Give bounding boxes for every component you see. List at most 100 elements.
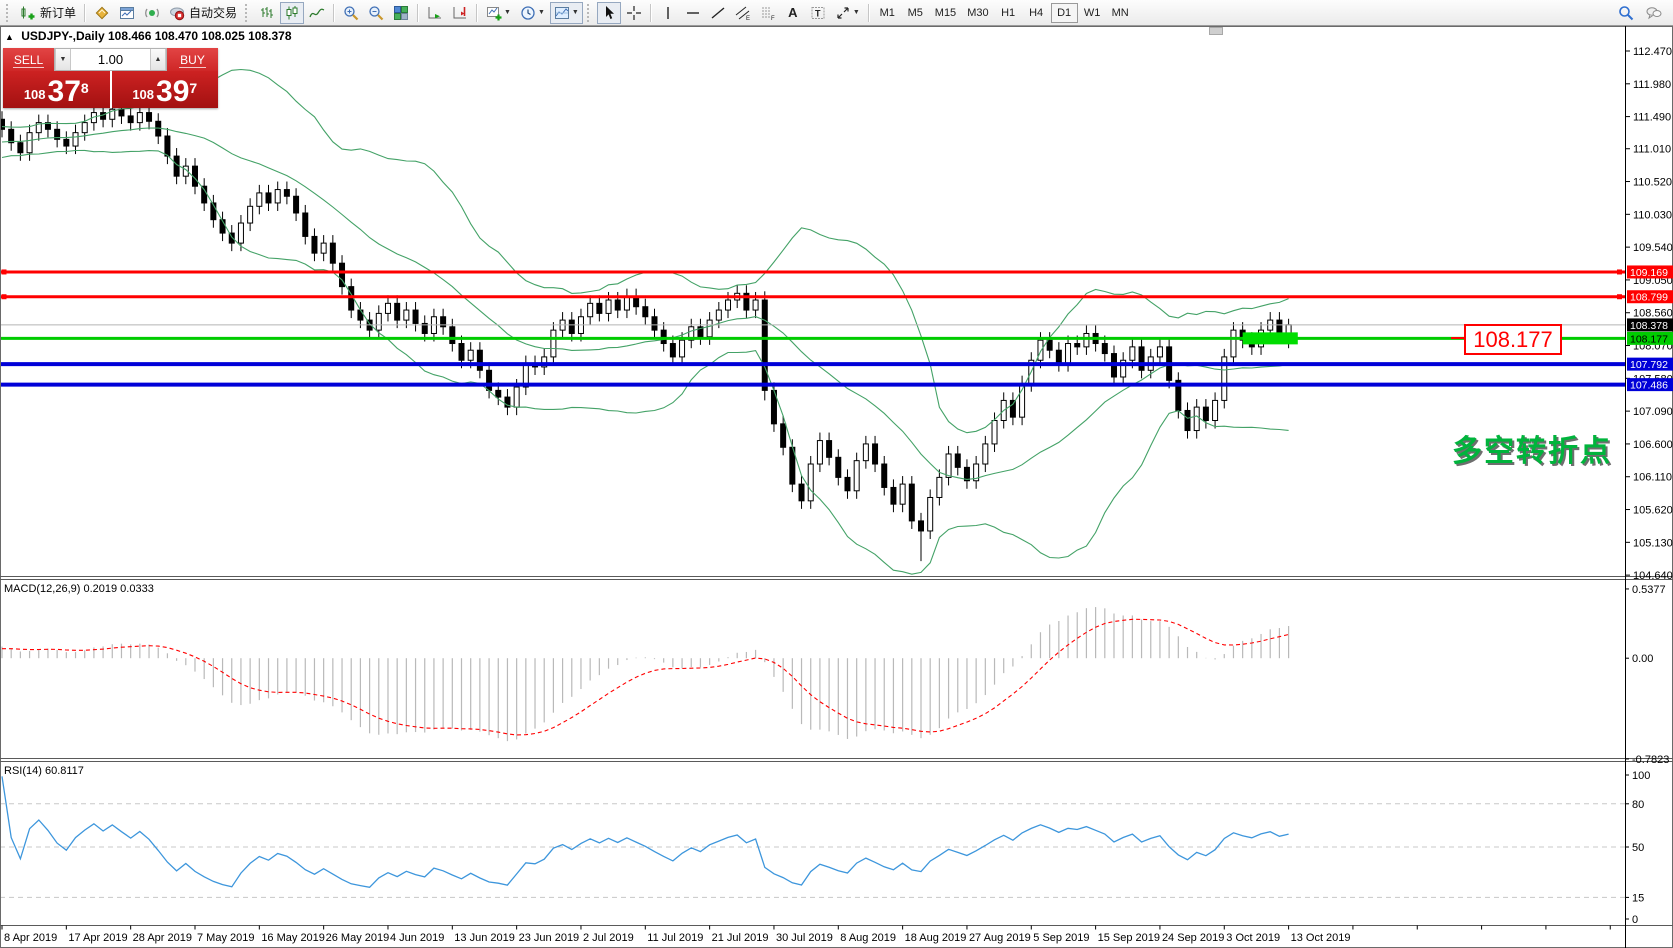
date-axis[interactable]: 8 Apr 2019 17 Apr 2019 28 Apr 2019 7 May 20… [1, 925, 1611, 945]
price-tag-107.792 [1627, 357, 1673, 371]
highlight-box[interactable] [1242, 332, 1298, 345]
svg-text:30 Jul 2019: 30 Jul 2019 [776, 932, 833, 944]
auto-scroll-button[interactable] [423, 2, 447, 24]
line-chart-button[interactable] [305, 2, 329, 24]
buy-price[interactable]: 108 39 7 [111, 71, 218, 108]
sell-price-sup: 8 [80, 80, 89, 96]
template-button[interactable]: ▼ [549, 1, 583, 24]
toolbar-grip[interactable] [586, 3, 593, 22]
svg-text:T: T [815, 8, 821, 18]
svg-text:8 Apr 2019: 8 Apr 2019 [4, 932, 57, 944]
volume-decrease-button[interactable]: ▼ [55, 49, 71, 70]
svg-text:13 Jun 2019: 13 Jun 2019 [454, 932, 515, 944]
svg-text:24 Sep 2019: 24 Sep 2019 [1162, 932, 1224, 944]
zoom-in-button[interactable] [339, 2, 363, 24]
price-tag-108.378 [1627, 318, 1673, 332]
timeframe-m30-button[interactable]: M30 [962, 3, 993, 23]
new-order-button[interactable]: 新订单 [16, 2, 80, 24]
timeframe-m5-button[interactable]: M5 [902, 3, 929, 23]
bar-chart-button[interactable] [255, 2, 279, 24]
gold-book-icon [95, 6, 109, 19]
price-label-anchor-dash [1451, 337, 1464, 339]
chart-ohlc-values: 108.466 108.470 108.025 108.378 [107, 29, 292, 43]
svg-text:112.470: 112.470 [1633, 46, 1672, 58]
svg-text:23 Jun 2019: 23 Jun 2019 [519, 932, 580, 944]
horizontal-line-button[interactable] [681, 2, 705, 24]
svg-text:5 Sep 2019: 5 Sep 2019 [1033, 932, 1089, 944]
svg-text:111.490: 111.490 [1633, 112, 1671, 124]
svg-text:108.799: 108.799 [1630, 292, 1668, 304]
zoom-out-button[interactable] [364, 2, 388, 24]
timeframe-group: M1 M5 M15 M30 H1 H4 D1 W1 MN [874, 2, 1134, 23]
sell-label: SELL [12, 52, 45, 68]
chart-shift-button[interactable] [448, 2, 472, 24]
signal-button[interactable] [140, 2, 164, 24]
svg-text:110.030: 110.030 [1633, 209, 1672, 221]
equidistant-channel-button[interactable]: E [731, 2, 755, 24]
toolbar-grip[interactable] [6, 3, 12, 22]
price-chart-canvas[interactable]: 112.470 111.980 111.490 111.010 110.520 110.0… [0, 26, 1673, 948]
periods-button[interactable]: ▼ [516, 2, 549, 24]
vertical-line-button[interactable] [656, 2, 680, 24]
crosshair-button[interactable] [622, 2, 646, 24]
fibonacci-button[interactable]: F [756, 2, 780, 24]
svg-text:105.130: 105.130 [1633, 537, 1673, 549]
timeframe-d1-button[interactable]: D1 [1050, 2, 1078, 23]
price-tag-108.799 [1627, 290, 1673, 304]
new-order-icon [21, 6, 35, 19]
svg-text:2 Jul 2019: 2 Jul 2019 [583, 932, 634, 944]
collapse-triangle-icon[interactable]: ▲ [5, 32, 14, 42]
timeframe-h1-button[interactable]: H1 [995, 3, 1022, 23]
macd-histogram [1, 607, 1290, 742]
arrows-button[interactable]: ▼ [831, 2, 864, 24]
window-icon [120, 6, 135, 19]
volume-increase-button[interactable]: ▲ [150, 49, 166, 70]
svg-text:4 Jun 2019: 4 Jun 2019 [390, 932, 444, 944]
market-watch-button[interactable] [90, 2, 114, 24]
sell-button[interactable]: SELL [3, 48, 54, 71]
svg-text:0.00: 0.00 [1632, 653, 1653, 665]
svg-text:13 Oct 2019: 13 Oct 2019 [1291, 932, 1351, 944]
text-label-icon: T [811, 6, 825, 19]
timeframe-m1-button[interactable]: M1 [874, 3, 901, 23]
trendline-button[interactable] [706, 2, 730, 24]
search-button[interactable] [1614, 2, 1638, 24]
price-axis[interactable]: 112.470 111.980 111.490 111.010 110.520 110.0… [1625, 46, 1673, 926]
add-indicator-button[interactable]: ▼ [482, 2, 515, 24]
tile-windows-button[interactable] [389, 2, 413, 24]
timeframe-w1-button[interactable]: W1 [1079, 3, 1106, 23]
toolbar-right-group [1614, 2, 1670, 24]
window-splitter-handle[interactable] [1209, 27, 1223, 35]
dropdown-caret-icon: ▼ [537, 9, 545, 16]
arrows-icon [837, 6, 849, 19]
cursor-button[interactable] [596, 1, 621, 24]
annotation-text[interactable]: 多空转折点 [1452, 435, 1612, 468]
timeframe-h4-button[interactable]: H4 [1023, 3, 1050, 23]
timeframe-mn-button[interactable]: MN [1107, 3, 1134, 23]
svg-text:107.090: 107.090 [1633, 406, 1673, 418]
new-order-label: 新订单 [40, 6, 77, 20]
text-button[interactable]: A [781, 2, 805, 24]
toolbar-grip[interactable] [245, 3, 251, 22]
svg-text:106.600: 106.600 [1633, 439, 1673, 451]
price-label-box[interactable]: 108.177 [1464, 324, 1562, 355]
text-label-button[interactable]: T [806, 2, 830, 24]
sell-price[interactable]: 108 37 8 [3, 71, 110, 108]
buy-button[interactable]: BUY [167, 48, 218, 71]
tile-windows-icon [394, 5, 409, 20]
candlestick-chart-button[interactable] [280, 1, 305, 24]
chart-window-button[interactable] [115, 2, 139, 24]
volume-input[interactable] [71, 49, 150, 70]
svg-text:7 May 2019: 7 May 2019 [197, 932, 254, 944]
svg-text:8 Aug 2019: 8 Aug 2019 [840, 932, 896, 944]
zoom-in-icon [344, 5, 359, 20]
chart-shift-icon [453, 6, 467, 18]
macd-label: MACD(12,26,9) 0.2019 0.0333 [4, 583, 154, 595]
horizontal-lines [0, 269, 1625, 387]
main-price-panel [0, 68, 1292, 575]
timeframe-m15-button[interactable]: M15 [930, 3, 961, 23]
buy-price-big: 39 [156, 75, 190, 108]
auto-trading-label: 自动交易 [189, 6, 238, 20]
chat-button[interactable] [1642, 2, 1666, 24]
auto-trading-button[interactable]: 自动交易 [165, 2, 241, 24]
